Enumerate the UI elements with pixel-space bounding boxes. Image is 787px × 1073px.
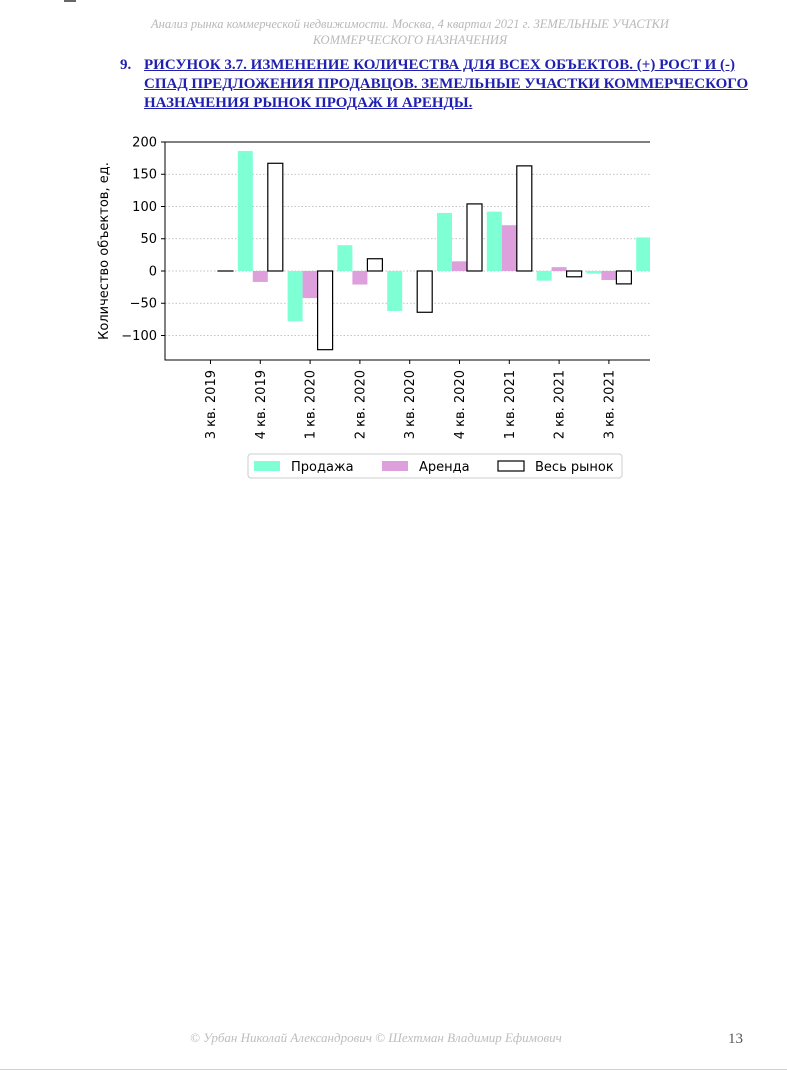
bar-Продажа-4 кв. 2019 [237, 151, 253, 271]
figure-caption: 9. РИСУНОК 3.7. ИЗМЕНЕНИЕ КОЛИЧЕСТВА ДЛЯ… [120, 56, 760, 113]
caption-number: 9. [120, 57, 132, 73]
legend-label-Аренда: Аренда [419, 460, 470, 475]
y-tick-label: 200 [132, 136, 157, 151]
y-axis-label: Количество объектов, ед. [97, 162, 112, 340]
bar-Весь рынок-2 кв. 2020 [366, 258, 383, 272]
bar-Аренда-1 кв. 2021 [501, 225, 517, 271]
bar-Весь рынок-3 кв. 2020 [416, 270, 433, 313]
x-tick-label: 1 кв. 2021 [503, 370, 518, 439]
y-tick-label: 50 [140, 232, 157, 247]
bar-Продажа-3 кв. 2020 [387, 270, 403, 311]
caption-text[interactable]: РИСУНОК 3.7. ИЗМЕНЕНИЕ КОЛИЧЕСТВА ДЛЯ ВС… [144, 57, 749, 111]
y-tick-label: 100 [132, 200, 157, 215]
bar-Аренда-4 кв. 2020 [452, 261, 467, 271]
header-line-2: КОММЕРЧЕСКОГО НАЗНАЧЕНИЯ [312, 33, 508, 47]
bar-Аренда-3 кв. 2021 [601, 270, 617, 281]
header-line-1: Анализ рынка коммерческой недвижимости. … [151, 17, 669, 31]
corner-mark [64, 0, 76, 2]
bar-Аренда-2 кв. 2021 [551, 267, 567, 271]
legend-label-Весь рынок: Весь рынок [535, 460, 614, 475]
legend-label-Продажа: Продажа [291, 460, 354, 475]
x-tick-label: 2 кв. 2021 [553, 370, 568, 439]
y-tick-label: −50 [130, 297, 157, 312]
bar-Весь рынок-3 кв. 2021 [615, 270, 633, 285]
bar-Продажа-1 кв. 2021 [486, 211, 502, 271]
legend-box [247, 453, 623, 479]
x-tick-label: 1 кв. 2020 [304, 370, 319, 439]
x-tick-label: 2 кв. 2020 [353, 370, 368, 439]
y-tick-label: −100 [121, 329, 157, 344]
legend-swatch-Весь рынок [497, 460, 525, 472]
bar-Аренда-4 кв. 2019 [252, 270, 268, 282]
bar-Аренда-2 кв. 2020 [352, 270, 368, 285]
bar-Весь рынок-4 кв. 2020 [466, 203, 483, 272]
legend-swatch-Продажа [254, 461, 280, 471]
y-tick-label: 0 [149, 264, 157, 279]
bar-Продажа-2 кв. 2021 [536, 270, 552, 281]
footer-copyright: © Урбан Николай Александрович © Шехтман … [190, 1030, 562, 1045]
page-number: 13 [728, 1031, 743, 1047]
x-tick-label: 4 кв. 2019 [254, 370, 269, 439]
bar-Продажа-4 кв. 2020 [437, 212, 452, 271]
bar-chart: 200 150 100 50 0 −50 −100 3 кв. 2019 4 кв. 2019 1… [97, 136, 650, 479]
bar-Аренда-1 кв. 2020 [302, 270, 318, 299]
legend-swatch-Аренда [382, 461, 408, 471]
running-header: Анализ рынка коммерческой недвижимости. … [90, 16, 730, 48]
bar-Продажа-1 кв. 2020 [287, 270, 303, 322]
x-tick-label: 4 кв. 2020 [453, 370, 468, 439]
bar-Продажа-4 кв. 2021 [636, 237, 650, 271]
x-tick-label: 3 кв. 2021 [602, 370, 617, 439]
x-tick-label: 3 кв. 2020 [403, 370, 418, 439]
bar-Продажа-2 кв. 2020 [337, 245, 353, 271]
x-tick-label: 3 кв. 2019 [204, 370, 219, 439]
plot-frame [164, 141, 650, 361]
y-tick-label: 150 [132, 168, 157, 183]
bar-Весь рынок-1 кв. 2020 [317, 270, 334, 351]
bar-Весь рынок-4 кв. 2019 [267, 162, 284, 272]
bar-Весь рынок-2 кв. 2021 [566, 270, 583, 278]
bar-Продажа-3 кв. 2021 [586, 270, 602, 274]
bar-Весь рынок-1 кв. 2021 [516, 165, 533, 272]
